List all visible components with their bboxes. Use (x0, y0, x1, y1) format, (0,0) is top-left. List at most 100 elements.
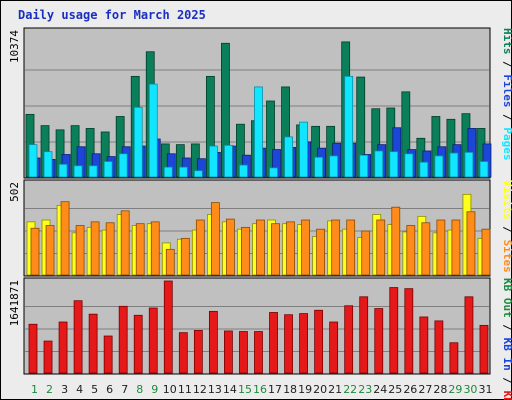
legend-top: Hits / Files / Pages (501, 28, 512, 161)
day-label-8: 8 (136, 383, 143, 396)
legend-middle: Visits / Sites (501, 180, 512, 273)
bar-kb-f-day-31 (479, 324, 489, 374)
chart-title: Daily usage for March 2025 (18, 8, 206, 22)
day-label-12: 12 (193, 383, 207, 396)
bar-pages-day-3 (58, 163, 68, 178)
bar-sites-day-25 (391, 206, 401, 276)
legend-bottom: KB Out / KB In / KB F (501, 278, 512, 400)
bar-sites-day-23 (361, 230, 371, 276)
day-label-30: 30 (463, 383, 477, 396)
legend-separator: / (501, 371, 512, 391)
bar-pages-day-18 (284, 136, 293, 178)
day-label-31: 31 (478, 383, 492, 396)
day-label-20: 20 (313, 383, 327, 396)
bar-sites-day-20 (316, 228, 326, 276)
bar-kb-f-day-6 (103, 335, 113, 374)
bar-pages-day-7 (118, 153, 128, 178)
bar-kb-f-day-8 (133, 314, 143, 374)
bar-sites-day-17 (271, 223, 280, 276)
legend-separator: / (501, 220, 512, 240)
day-label-15: 15 (238, 383, 252, 396)
bar-pages-day-26 (404, 153, 414, 178)
bar-sites-day-16 (256, 219, 265, 276)
legend-item-kb-in: KB In (501, 338, 512, 371)
bar-sites-day-22 (346, 219, 356, 276)
bar-pages-day-12 (193, 170, 203, 178)
bar-pages-day-25 (389, 151, 399, 178)
bar-pages-day-6 (103, 161, 113, 178)
legend-item-visits: Visits (501, 180, 512, 220)
legend-item-pages: Pages (501, 127, 512, 160)
bar-sites-day-31 (481, 228, 491, 276)
bar-pages-day-24 (374, 150, 384, 178)
panel-requests-max-label: 10374 (8, 30, 21, 63)
bar-pages-day-10 (163, 166, 173, 178)
bar-sites-day-19 (301, 219, 310, 276)
bar-pages-day-23 (359, 154, 369, 178)
day-label-11: 11 (178, 383, 192, 396)
panel-kbytes-max-label: 1641871 (8, 280, 21, 326)
bar-sites-day-24 (376, 219, 386, 276)
day-label-29: 29 (448, 383, 462, 396)
legend-item-files: Files (501, 74, 512, 107)
panel-requests: 10374 (8, 27, 492, 179)
day-label-5: 5 (91, 383, 98, 396)
bar-kb-f-day-15 (239, 331, 248, 374)
bar-kb-f-day-11 (178, 332, 188, 374)
bar-kb-f-day-27 (419, 316, 429, 374)
day-label-27: 27 (418, 383, 432, 396)
bar-kb-f-day-28 (434, 320, 444, 374)
legend-separator: / (501, 108, 512, 128)
bar-sites-day-14 (226, 218, 235, 276)
bar-kb-f-day-2 (43, 340, 53, 374)
day-label-10: 10 (163, 383, 177, 396)
bar-kb-f-day-21 (329, 321, 339, 374)
bar-pages-day-29 (449, 152, 459, 178)
legend-separator: / (501, 55, 512, 75)
bar-kb-f-day-16 (254, 331, 263, 374)
day-label-6: 6 (106, 383, 113, 396)
bar-sites-day-21 (331, 219, 341, 276)
bar-kb-f-day-5 (88, 313, 98, 374)
bar-kb-f-day-23 (359, 296, 369, 374)
bar-sites-day-9 (150, 221, 160, 276)
bar-sites-day-8 (135, 223, 145, 276)
day-label-1: 1 (31, 383, 38, 396)
bar-sites-day-29 (451, 219, 461, 276)
day-label-26: 26 (403, 383, 417, 396)
legend-item-hits: Hits (501, 28, 512, 55)
bar-kb-f-day-22 (344, 305, 354, 374)
bar-kb-f-day-14 (224, 330, 233, 374)
bar-sites-day-30 (466, 211, 476, 276)
bar-kb-f-day-10 (163, 280, 173, 374)
bar-sites-day-15 (241, 226, 250, 276)
panel-visits: 502 (8, 179, 491, 277)
bar-kb-f-day-4 (73, 300, 83, 374)
day-label-4: 4 (76, 383, 83, 396)
bar-kb-f-day-3 (58, 321, 68, 374)
bar-sites-day-26 (406, 225, 416, 276)
bar-pages-day-30 (464, 151, 474, 178)
day-label-23: 23 (358, 383, 372, 396)
bar-kb-f-day-19 (299, 313, 308, 374)
day-label-18: 18 (283, 383, 297, 396)
day-label-17: 17 (268, 383, 282, 396)
bar-sites-day-3 (60, 201, 70, 276)
bar-pages-day-19 (299, 121, 308, 178)
bar-pages-day-5 (88, 165, 98, 178)
day-label-2: 2 (46, 383, 53, 396)
bar-sites-day-4 (75, 225, 85, 276)
bar-sites-day-27 (421, 222, 431, 276)
bar-pages-day-22 (344, 75, 354, 178)
bar-kb-f-day-20 (314, 309, 324, 374)
day-label-13: 13 (208, 383, 222, 396)
bar-kb-f-day-29 (449, 342, 459, 374)
bar-sites-day-13 (210, 202, 220, 276)
bar-sites-day-18 (286, 221, 295, 276)
legend-item-sites: Sites (501, 240, 512, 273)
bar-sites-day-28 (436, 219, 446, 276)
bar-kb-f-day-25 (389, 287, 399, 374)
bar-pages-day-13 (208, 145, 218, 178)
legend-item-kb-f: KB F (501, 391, 512, 400)
